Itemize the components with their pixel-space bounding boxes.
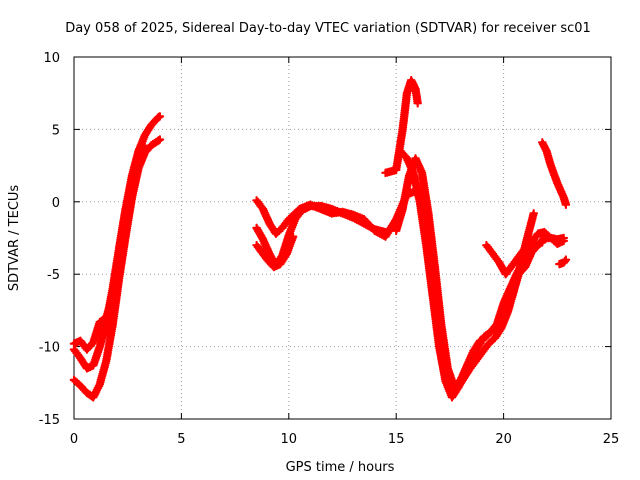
- series-sat-track-6: [252, 232, 298, 272]
- x-axis: 0 5 10 15 20 25: [70, 57, 619, 447]
- y-tick-label: -10: [39, 341, 60, 356]
- series-sat-track-11: [482, 227, 568, 279]
- x-tick-label: 20: [495, 432, 512, 447]
- y-tick-label: 5: [52, 123, 60, 138]
- y-axis-label: SDTVAR / TECUs: [7, 185, 22, 292]
- series-sat-track-7: [381, 75, 422, 178]
- y-tick-label: -5: [47, 268, 60, 283]
- x-tick-label: 25: [603, 432, 620, 447]
- y-tick-label: -15: [39, 413, 60, 428]
- series-sat-track-13: [555, 255, 571, 269]
- series-sat-track-3: [69, 141, 147, 354]
- x-tick-label: 0: [70, 432, 78, 447]
- data-series-group: [69, 75, 571, 402]
- x-axis-label: GPS time / hours: [286, 460, 395, 475]
- series-markers: [69, 141, 147, 354]
- x-tick-label: 5: [177, 432, 185, 447]
- y-axis: -15 -10 -5 0 5 10: [39, 51, 611, 428]
- series-markers: [381, 75, 422, 178]
- series-markers: [538, 138, 571, 209]
- series-sat-track-12: [538, 138, 571, 209]
- series-markers: [482, 227, 568, 279]
- y-tick-label: 10: [43, 51, 60, 66]
- plot-frame: [73, 56, 612, 420]
- x-tick-label: 10: [281, 432, 298, 447]
- series-markers: [555, 255, 571, 269]
- series-markers: [252, 232, 298, 272]
- chart-title: Day 058 of 2025, Sidereal Day-to-day VTE…: [65, 21, 591, 36]
- x-tick-label: 15: [388, 432, 405, 447]
- y-tick-label: 0: [52, 196, 60, 211]
